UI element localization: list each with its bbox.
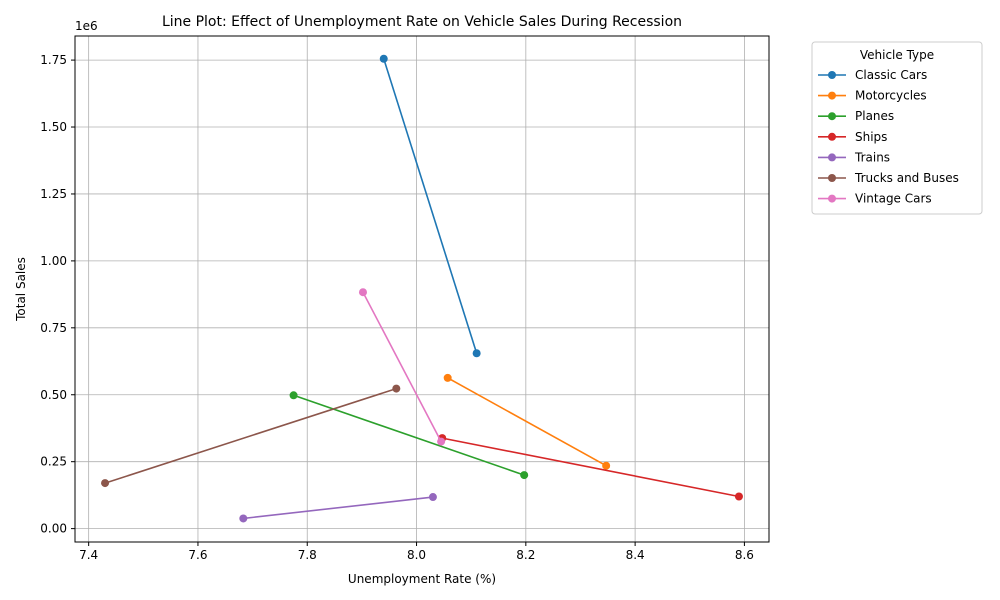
y-tick-label: 1.25 bbox=[40, 187, 67, 201]
plot-frame bbox=[74, 35, 770, 543]
series-classic-cars bbox=[379, 54, 481, 358]
legend-label: Ships bbox=[855, 130, 887, 144]
legend: Vehicle Type Classic Cars Motorcycles Plan… bbox=[811, 41, 983, 215]
y-tick-label: 0.75 bbox=[40, 321, 67, 335]
data-point-vintage-cars bbox=[358, 288, 367, 297]
series-motorcycles bbox=[443, 373, 611, 470]
data-point-classic-cars bbox=[379, 54, 388, 63]
legend-label: Vintage Cars bbox=[855, 192, 932, 206]
legend-marker bbox=[828, 194, 836, 203]
legend-entry-classic-cars: Classic Cars bbox=[818, 68, 927, 82]
y-tick-label: 1.00 bbox=[40, 254, 67, 268]
series-line-planes bbox=[293, 394, 525, 476]
legend-marker bbox=[828, 71, 836, 79]
data-point-trains bbox=[239, 514, 248, 523]
legend-marker bbox=[828, 91, 836, 100]
legend-entry-planes: Planes bbox=[818, 109, 894, 123]
legend-label: Classic Cars bbox=[855, 68, 927, 82]
data-point-trucks-and-buses bbox=[392, 384, 401, 393]
data-point-trains bbox=[428, 493, 437, 502]
legend-entry-ships: Ships bbox=[818, 130, 887, 144]
y-tick-label: 1.50 bbox=[40, 120, 67, 134]
legend-label: Trains bbox=[854, 150, 890, 164]
legend-label: Trucks and Buses bbox=[854, 171, 959, 185]
series-planes bbox=[289, 391, 529, 480]
series-line-motorcycles bbox=[447, 377, 607, 467]
x-axis: 7.4 7.6 7.8 8.0 8.2 8.4 8.6 bbox=[79, 542, 754, 562]
chart-title: Line Plot: Effect of Unemployment Rate o… bbox=[162, 14, 682, 30]
y-axis-label: Total Sales bbox=[14, 257, 28, 322]
legend-entry-vintage-cars: Vintage Cars bbox=[818, 192, 932, 206]
x-axis-label: Unemployment Rate (%) bbox=[348, 572, 496, 586]
legend-marker bbox=[828, 132, 836, 141]
series-trains bbox=[239, 493, 437, 523]
legend-label: Planes bbox=[855, 109, 894, 123]
series-line-classic-cars bbox=[382, 58, 478, 354]
y-axis: 0.00 0.25 0.50 0.75 1.00 1.25 1.50 1.75 bbox=[40, 53, 75, 536]
data-point-planes bbox=[289, 391, 298, 400]
series-line-trains bbox=[243, 496, 434, 520]
series-layer bbox=[101, 54, 743, 523]
legend-entry-trucks-and-buses: Trucks and Buses bbox=[818, 171, 959, 185]
series-line-ships bbox=[442, 437, 740, 498]
x-tick-label: 8.2 bbox=[516, 548, 535, 562]
series-line-trucks-and-buses bbox=[104, 387, 397, 484]
legend-marker bbox=[828, 174, 836, 182]
legend-box bbox=[811, 41, 983, 215]
x-tick-label: 8.4 bbox=[626, 548, 645, 562]
y-tick-label: 0.50 bbox=[40, 388, 67, 402]
series-vintage-cars bbox=[358, 288, 446, 446]
x-tick-label: 7.4 bbox=[79, 548, 98, 562]
x-tick-label: 8.6 bbox=[735, 548, 754, 562]
y-tick-label: 1.75 bbox=[40, 53, 67, 67]
x-tick-label: 8.0 bbox=[407, 548, 426, 562]
legend-marker bbox=[828, 153, 836, 162]
legend-title: Vehicle Type bbox=[860, 48, 934, 62]
y-scale-label: 1e6 bbox=[75, 19, 98, 33]
x-tick-label: 7.6 bbox=[188, 548, 207, 562]
grid bbox=[75, 36, 769, 542]
data-point-classic-cars bbox=[472, 349, 481, 358]
legend-entry-motorcycles: Motorcycles bbox=[818, 89, 927, 103]
series-trucks-and-buses bbox=[101, 384, 401, 488]
legend-marker bbox=[828, 112, 836, 121]
data-point-trucks-and-buses bbox=[101, 479, 110, 488]
data-point-motorcycles bbox=[443, 373, 452, 382]
data-point-vintage-cars bbox=[437, 437, 446, 446]
y-tick-label: 0.25 bbox=[40, 455, 67, 469]
data-point-ships bbox=[734, 492, 743, 501]
y-tick-label: 0.00 bbox=[40, 522, 67, 536]
series-ships bbox=[438, 434, 743, 501]
data-point-planes bbox=[520, 471, 529, 480]
x-tick-label: 7.8 bbox=[298, 548, 317, 562]
legend-entry-trains: Trains bbox=[818, 150, 890, 164]
series-line-vintage-cars bbox=[362, 291, 442, 442]
data-point-motorcycles bbox=[602, 461, 611, 470]
legend-label: Motorcycles bbox=[855, 89, 927, 103]
